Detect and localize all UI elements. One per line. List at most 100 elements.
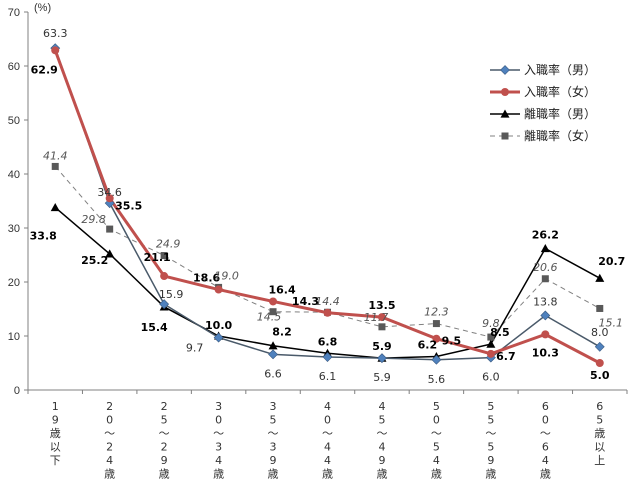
triangle-icon [540,244,550,253]
x-tick-char: 5 [433,400,440,413]
data-label: 20.6 [533,261,558,274]
x-tick-char: 4 [378,441,385,454]
triangle-icon [105,249,115,258]
square-icon [51,162,59,170]
circle-icon [160,272,169,281]
diamond-icon [159,299,170,310]
legend-label: 離職率（男） [524,106,596,121]
diamond-icon [377,353,387,364]
x-tick-char: 2 [106,441,113,454]
x-tick-label: 60～64歳 [540,400,551,481]
x-tick-label: 45～49歳 [376,400,387,481]
x-tick-char: 歳 [268,468,279,481]
x-tick-char: 4 [324,454,331,467]
x-tick-char: 4 [542,454,549,467]
x-tick-char: 0 [215,414,222,427]
y-tick-label: 60 [8,61,20,73]
data-label: 24.9 [156,238,181,251]
x-tick-char: 0 [433,414,440,427]
x-tick-char: ～ [268,427,279,440]
data-label: 6.0 [482,371,500,384]
x-tick-char: ～ [159,427,170,440]
legend-item: 入職率（男） [490,62,596,77]
square-icon [269,308,277,316]
data-label: 35.5 [115,199,142,212]
x-tick-char: 歳 [322,468,333,481]
circle-icon [214,285,223,294]
diamond-icon [322,352,333,362]
x-tick-char: 4 [324,400,331,413]
triangle-icon [486,339,496,348]
x-tick-char: 4 [433,454,440,467]
legend-label: 入職率（男） [524,62,596,77]
x-tick-char: 2 [161,441,168,454]
data-label: 6.6 [264,367,282,380]
data-label: 8.5 [490,326,510,339]
y-tick-label: 50 [8,115,20,127]
x-tick-char: 4 [106,454,113,467]
data-label: 14.5 [257,311,282,324]
x-tick-char: 2 [106,400,113,413]
legend-label: 入職率（女） [524,84,596,99]
x-tick-char: ～ [376,427,387,440]
y-unit-label: (%) [34,2,51,14]
x-tick-char: 歳 [104,468,115,481]
x-tick-char: 歳 [376,468,387,481]
data-label: 6.8 [318,335,338,348]
square-icon [487,333,495,341]
x-tick-label: 30～34歳 [213,400,224,481]
data-label: 12.3 [424,306,449,319]
x-tick-label: 35～39歳 [268,400,279,481]
diamond-icon [431,354,442,365]
legend-item: 離職率（女） [490,128,596,143]
circle-icon [501,88,509,96]
x-tick-char: 5 [596,414,603,427]
x-tick-char: 0 [324,414,331,427]
x-tick-char: 1 [52,400,59,413]
data-label: 25.2 [81,254,108,267]
square-icon [501,132,509,140]
square-icon [106,225,114,233]
x-tick-char: 0 [542,414,549,427]
circle-icon [51,46,60,55]
legend-label: 離職率（女） [524,128,596,143]
square-icon [541,275,549,283]
data-label: 63.3 [43,27,68,40]
x-tick-char: 歳 [50,427,61,440]
x-tick-char: 以 [50,441,61,454]
square-icon [596,304,604,312]
x-tick-label: 40～44歳 [322,400,333,481]
x-tick-char: 歳 [213,468,224,481]
circle-icon [432,334,441,343]
x-tick-char: 3 [270,441,277,454]
x-tick-char: 2 [161,400,168,413]
circle-icon [541,330,550,339]
data-label: 10.3 [532,346,559,359]
data-label: 5.6 [428,373,446,386]
data-label: 16.4 [268,283,295,296]
x-tick-char: 5 [487,414,494,427]
data-label: 10.0 [205,319,232,332]
diamond-icon [213,332,224,343]
x-tick-char: ～ [540,427,551,440]
circle-icon [323,308,332,317]
data-label: 26.2 [532,229,559,242]
data-label: 6.7 [496,350,516,363]
x-tick-char: 5 [378,414,385,427]
x-tick-char: ～ [213,427,224,440]
x-tick-char: 3 [215,441,222,454]
data-label: 11.7 [364,311,389,324]
x-tick-char: 歳 [540,468,551,481]
x-tick-char: ～ [322,427,333,440]
data-label: 18.6 [193,272,220,285]
x-tick-char: 6 [542,441,549,454]
data-label: 6.2 [418,339,438,352]
data-label: 8.2 [272,326,292,339]
data-label: 8.0 [591,326,609,339]
x-tick-char: 歳 [485,468,496,481]
square-icon [160,252,168,260]
y-tick-label: 30 [8,223,20,235]
x-tick-char: 6 [596,400,603,413]
x-tick-char: 3 [215,400,222,413]
